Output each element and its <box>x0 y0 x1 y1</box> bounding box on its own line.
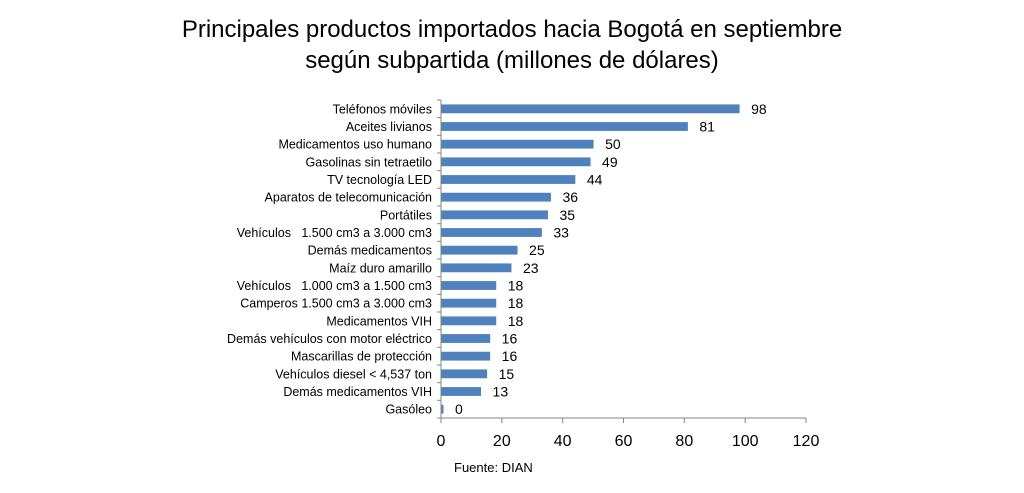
bar <box>441 104 740 114</box>
value-label: 16 <box>502 331 518 347</box>
category-label: Vehículos 1.500 cm3 a 3.000 cm3 <box>237 226 432 240</box>
category-label: Medicamentos uso humano <box>278 138 432 152</box>
value-label: 49 <box>602 154 618 170</box>
bar <box>441 404 444 414</box>
bar <box>441 192 551 202</box>
bar <box>441 245 518 255</box>
category-label: Gasóleo <box>385 403 432 417</box>
x-tick-label: 0 <box>437 433 446 450</box>
x-tick-label: 120 <box>793 433 820 450</box>
bar <box>441 175 576 184</box>
bar <box>441 334 491 343</box>
value-label: 15 <box>499 366 515 382</box>
x-tick-label: 80 <box>675 433 693 450</box>
source-note: Fuente: DIAN <box>454 460 533 475</box>
value-label: 98 <box>751 101 767 117</box>
value-label: 44 <box>587 172 603 188</box>
category-label: Demás medicamentos <box>308 244 432 258</box>
value-label: 36 <box>563 189 579 205</box>
category-label: Aparatos de telecomunicación <box>265 191 433 205</box>
value-label: 33 <box>553 225 569 241</box>
category-label: Vehículos 1.000 cm3 a 1.500 cm3 <box>237 279 432 293</box>
category-label: Aceites livianos <box>346 120 432 134</box>
value-label: 23 <box>523 260 539 276</box>
value-label: 81 <box>699 119 715 135</box>
value-label: 50 <box>605 136 621 152</box>
x-tick-label: 20 <box>493 433 511 450</box>
x-tick-label: 100 <box>732 433 759 450</box>
bar <box>441 157 591 167</box>
bar <box>441 139 594 149</box>
bar <box>441 369 488 379</box>
value-label: 13 <box>493 384 509 400</box>
bar <box>441 298 497 308</box>
value-label: 25 <box>529 242 545 258</box>
value-label: 16 <box>502 348 518 364</box>
bar <box>441 351 491 361</box>
value-label: 18 <box>508 278 524 294</box>
x-tick-label: 40 <box>554 433 572 450</box>
bar <box>441 263 512 273</box>
bar <box>441 387 482 396</box>
value-label: 18 <box>508 295 524 311</box>
value-label: 18 <box>508 313 524 329</box>
bar <box>441 210 548 220</box>
chart-title-line-1: Principales productos importados hacia B… <box>181 16 843 43</box>
axes <box>437 99 807 423</box>
category-label: Teléfonos móviles <box>333 102 432 116</box>
category-label: Demás vehículos con motor eléctrico <box>227 332 432 346</box>
category-label: Gasolinas sin tetraetilo <box>306 155 433 169</box>
x-tick-labels: 0 20 40 60 80 100 120 <box>437 433 820 450</box>
category-label: Maíz duro amarillo <box>329 261 432 275</box>
category-label: Mascarillas de protección <box>291 350 432 364</box>
category-labels: Teléfonos móviles Aceites livianos Medicam… <box>227 102 432 416</box>
category-label: Vehículos diesel < 4,537 ton <box>275 367 432 381</box>
chart-title-line-2: según subpartida (millones de dólares) <box>305 47 719 74</box>
value-label: 35 <box>559 207 575 223</box>
bars <box>441 104 740 414</box>
bar <box>441 281 497 290</box>
category-label: Camperos 1.500 cm3 a 3.000 cm3 <box>240 297 432 311</box>
category-label: Demás medicamentos VIH <box>283 385 432 399</box>
bar <box>441 122 688 131</box>
bar <box>441 228 542 237</box>
chart-title: Principales productos importados hacia B… <box>0 14 1024 76</box>
category-label: Medicamentos VIH <box>326 314 432 328</box>
value-label: 0 <box>455 401 463 417</box>
category-label: Portátiles <box>380 208 432 222</box>
bar <box>441 316 497 326</box>
x-tick-label: 60 <box>615 433 633 450</box>
category-label: TV tecnología LED <box>327 173 432 187</box>
